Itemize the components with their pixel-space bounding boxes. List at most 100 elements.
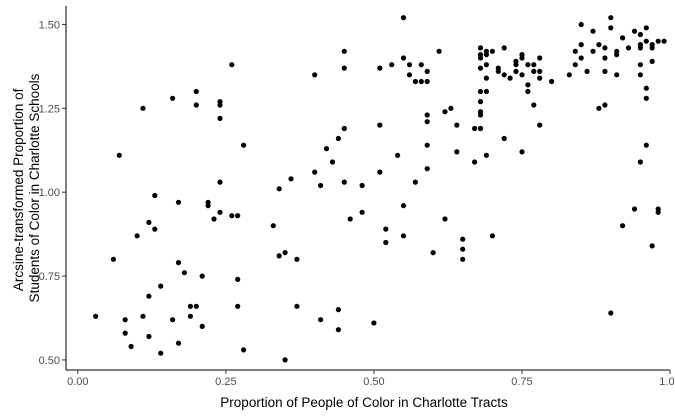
scatter-point: [371, 320, 377, 326]
scatter-point: [383, 239, 389, 246]
scatter-point: [199, 323, 205, 329]
scatter-point: [590, 28, 596, 34]
scatter-point: [276, 253, 282, 259]
scatter-point: [430, 250, 436, 256]
scatter-point: [454, 122, 460, 128]
scatter-point: [643, 142, 649, 148]
points-layer: [93, 15, 667, 363]
scatter-point: [460, 246, 466, 252]
scatter-point: [400, 15, 407, 21]
scatter-point: [537, 68, 543, 74]
scatter-point: [377, 169, 383, 175]
x-axis-title: Proportion of People of Color in Charlot…: [220, 395, 508, 410]
scatter-point: [341, 65, 347, 71]
scatter-point: [377, 122, 383, 128]
scatter-point: [631, 206, 638, 212]
scatter-point: [282, 250, 288, 256]
scatter-point: [477, 65, 484, 71]
scatter-point: [649, 45, 655, 51]
scatter-point: [608, 15, 614, 21]
scatter-point: [205, 199, 211, 205]
scatter-point: [649, 243, 655, 249]
scatter-point: [152, 226, 158, 232]
scatter-point: [146, 333, 152, 340]
scatter-point: [424, 112, 430, 118]
scatter-point: [442, 216, 448, 222]
scatter-point: [424, 142, 430, 148]
scatter-point: [276, 186, 282, 192]
scatter-point: [406, 62, 413, 68]
scatter-point: [193, 88, 199, 95]
scatter-point: [584, 68, 590, 74]
x-axis-ticks: 0.00 0.25 0.50 0.75 1.00: [67, 370, 675, 388]
scatter-point: [412, 179, 418, 185]
scatter-point: [270, 223, 276, 229]
scatter-point: [424, 68, 430, 74]
scatter-point: [578, 42, 584, 48]
scatter-point: [460, 256, 466, 262]
y-axis-title-line-2: Students of Color in Charlotte Schools: [27, 73, 42, 302]
scatter-point: [424, 78, 430, 85]
y-tick-label: 1.25: [39, 103, 60, 115]
scatter-point: [531, 68, 537, 74]
scatter-point: [442, 109, 448, 115]
scatter-point: [549, 78, 555, 85]
scatter-point: [193, 102, 199, 108]
scatter-point: [235, 213, 241, 219]
scatter-point: [341, 179, 347, 185]
scatter-point: [477, 125, 484, 132]
scatter-point: [347, 216, 353, 222]
scatter-point: [175, 199, 182, 205]
scatter-point: [146, 219, 152, 225]
scatter-point: [519, 149, 525, 155]
scatter-point: [655, 209, 661, 215]
scatter-point: [424, 166, 430, 172]
scatter-point: [477, 112, 484, 118]
y-tick-label: 1.50: [39, 19, 60, 31]
scatter-point: [329, 159, 336, 165]
scatter-point: [140, 105, 146, 111]
scatter-point: [596, 42, 602, 48]
scatter-point: [525, 88, 531, 95]
scatter-point: [217, 209, 223, 215]
scatter-point: [602, 68, 608, 74]
scatter-point: [122, 317, 128, 323]
scatter-point: [501, 72, 507, 78]
scatter-point: [448, 105, 454, 111]
scatter-point: [637, 45, 644, 51]
scatter-point: [608, 310, 614, 316]
scatter-point: [537, 122, 543, 128]
scatter-point: [323, 146, 330, 152]
scatter-point: [400, 233, 407, 239]
scatter-point: [501, 45, 507, 51]
scatter-point: [483, 152, 489, 158]
scatter-point: [531, 62, 537, 68]
scatter-point: [318, 182, 324, 189]
scatter-point: [608, 25, 614, 31]
scatter-point: [477, 88, 484, 95]
scatter-point: [483, 52, 489, 58]
scatter-point: [335, 307, 341, 313]
scatter-point: [661, 38, 667, 44]
scatter-point: [312, 169, 318, 175]
scatter-point: [637, 31, 644, 38]
scatter-point: [175, 340, 182, 346]
scatter-point: [187, 303, 193, 309]
scatter-point: [625, 45, 632, 51]
scatter-point: [472, 125, 478, 132]
scatter-point: [525, 82, 531, 88]
scatter-point: [566, 72, 572, 78]
scatter-point: [400, 55, 407, 61]
scatter-point: [383, 226, 389, 232]
scatter-point: [134, 233, 140, 239]
x-tick-label: 0.00: [67, 376, 88, 388]
scatter-point: [318, 317, 324, 323]
scatter-point: [637, 159, 644, 165]
scatter-point: [537, 55, 543, 61]
scatter-point: [483, 62, 489, 68]
scatter-point: [389, 62, 395, 68]
scatter-point: [217, 115, 223, 121]
scatter-point: [454, 149, 460, 155]
scatter-point: [294, 256, 300, 262]
